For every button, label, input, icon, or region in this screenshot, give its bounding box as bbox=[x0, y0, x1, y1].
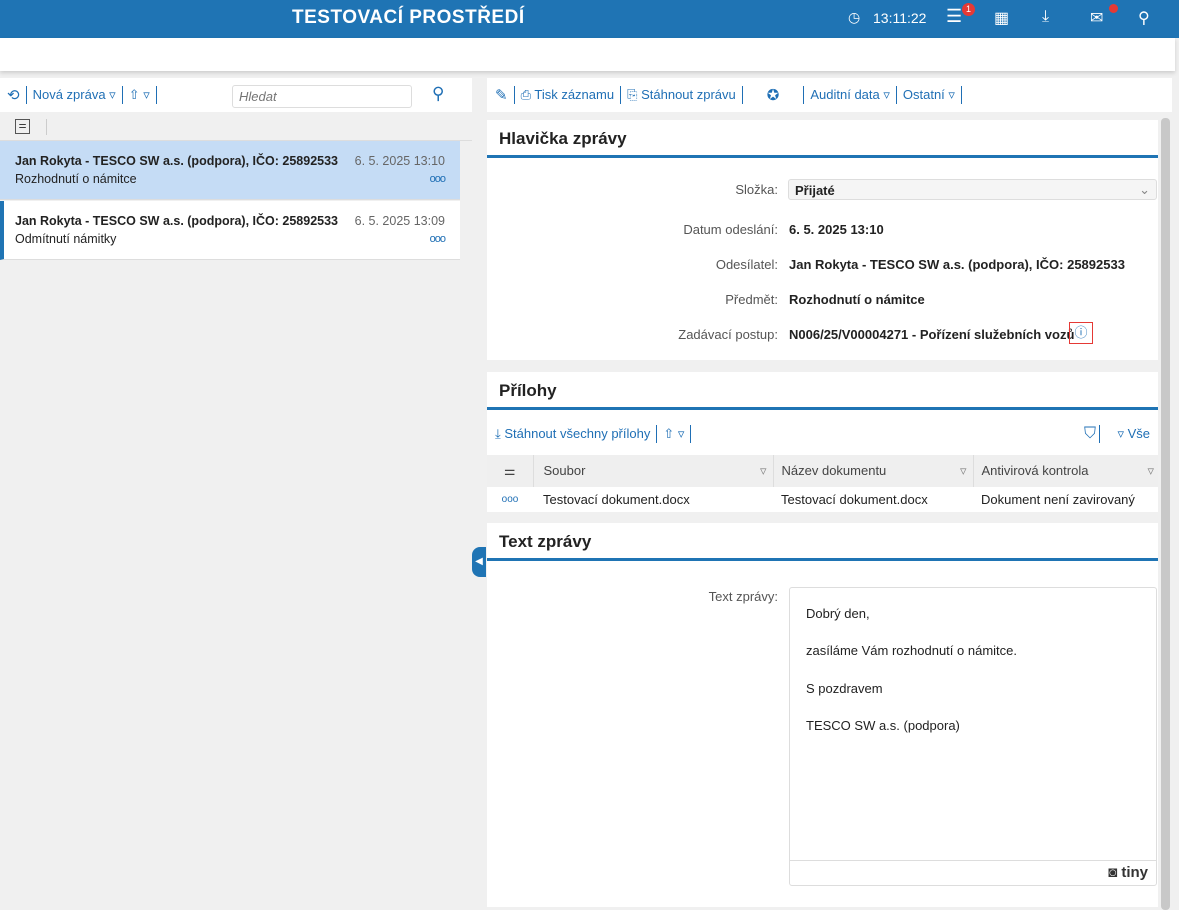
app-title: TESTOVACÍ PROSTŘEDÍ bbox=[292, 7, 525, 28]
scrollbar[interactable] bbox=[1161, 118, 1170, 910]
filter-icon[interactable]: ⛉ bbox=[1083, 425, 1096, 442]
clock-time: 13:11:22 bbox=[873, 10, 927, 26]
calendar-icon[interactable]: ▦ bbox=[994, 10, 1010, 27]
notification-badge: 1 bbox=[962, 3, 975, 16]
top-bar: TESTOVACÍ PROSTŘEDÍ ◷ 13:11:22 ☰ 1 ▦ ⤓ ✉… bbox=[0, 0, 1179, 38]
user-icon[interactable]: ⚲ bbox=[1138, 10, 1150, 27]
refresh-icon[interactable]: ⟲ bbox=[7, 87, 20, 104]
folder-select[interactable]: Přijaté ⌄ bbox=[788, 179, 1157, 200]
export-icon[interactable]: ⇧ ▿ bbox=[128, 87, 150, 102]
collapse-panel-handle[interactable]: ◀ bbox=[472, 547, 486, 577]
search-icon[interactable]: ⚲ bbox=[432, 84, 445, 103]
detail-toolbar: ✎ ⎙ Tisk záznamu ⎘ Stáhnout zprávu ✪ Aud… bbox=[487, 78, 1172, 112]
message-header-section: Hlavička zprávy Složka: Přijaté ⌄ Datum o… bbox=[487, 120, 1158, 360]
attachments-table: ⚌ Soubor ▿ Název dokumentu ▿ Antivirová ko… bbox=[487, 455, 1158, 512]
filter-all-dropdown[interactable]: ▿ Vše bbox=[1117, 426, 1150, 441]
export-icon[interactable]: ⇧ ▿ bbox=[663, 426, 685, 441]
list-filter-row: ⚌ bbox=[0, 112, 472, 141]
attachments-section: Přílohy ⤓ Stáhnout všechny přílohy ⇧ ▿ ⛉… bbox=[487, 372, 1158, 512]
clock-icon: ◷ bbox=[848, 9, 861, 25]
download-message-button[interactable]: ⎘ Stáhnout zprávu bbox=[627, 87, 736, 102]
mail-icon[interactable]: ✉ bbox=[1090, 10, 1104, 27]
list-item[interactable]: Jan Rokyta - TESCO SW a.s. (podpora), IČ… bbox=[0, 201, 460, 260]
message-date: 6. 5. 2025 13:09 bbox=[354, 214, 445, 228]
section-title: Přílohy bbox=[487, 372, 1158, 410]
section-title: Hlavička zprávy bbox=[487, 120, 1158, 158]
message-text-section: Text zprávy Text zprávy: Dobrý den, zasí… bbox=[487, 523, 1158, 907]
certificate-icon[interactable]: ✪ bbox=[766, 87, 780, 104]
sub-bar bbox=[0, 38, 1175, 71]
column-settings-icon[interactable]: ⚌ bbox=[487, 455, 534, 487]
other-button[interactable]: Ostatní ▿ bbox=[902, 87, 955, 102]
more-icon[interactable]: ooo bbox=[501, 494, 519, 505]
audit-data-button[interactable]: Auditní data ▿ bbox=[810, 87, 890, 102]
column-header[interactable]: Antivirová kontrola ▿ bbox=[981, 463, 1155, 478]
tiny-logo: ◙ tiny bbox=[1108, 864, 1148, 881]
more-icon[interactable]: ooo bbox=[429, 173, 446, 185]
info-icon[interactable]: ⓘ bbox=[1069, 322, 1093, 344]
list-item[interactable]: Jan Rokyta - TESCO SW a.s. (podpora), IČ… bbox=[0, 141, 460, 200]
message-subject: Odmítnutí námitky bbox=[15, 232, 117, 246]
download-icon[interactable]: ⤓ bbox=[1042, 8, 1050, 25]
menu-icon[interactable]: ☰ bbox=[946, 6, 963, 26]
mail-badge bbox=[1109, 4, 1118, 13]
column-settings-icon[interactable]: ⚌ bbox=[15, 119, 30, 134]
column-header[interactable]: Soubor ▿ bbox=[533, 455, 774, 487]
section-title: Text zprávy bbox=[487, 523, 1158, 561]
new-message-button[interactable]: Nová zpráva ▿ bbox=[32, 87, 116, 102]
message-text-editor[interactable]: Dobrý den, zasíláme Vám rozhodnutí o nám… bbox=[789, 587, 1157, 886]
download-all-button[interactable]: ⤓ Stáhnout všechny přílohy bbox=[495, 426, 651, 441]
message-date: 6. 5. 2025 13:10 bbox=[354, 154, 445, 168]
more-icon[interactable]: ooo bbox=[429, 233, 446, 245]
list-toolbar: ⟲ Nová zpráva ▿ ⇧ ▿ ⚲ bbox=[0, 78, 472, 112]
print-button[interactable]: ⎙ Tisk záznamu bbox=[520, 87, 615, 102]
search-input[interactable] bbox=[232, 85, 412, 108]
table-row[interactable]: ooo Testovací dokument.docx Testovací do… bbox=[487, 487, 1158, 512]
message-subject: Rozhodnutí o námitce bbox=[15, 172, 137, 186]
edit-icon[interactable]: ✎ bbox=[495, 87, 508, 104]
column-header[interactable]: Název dokumentu ▿ bbox=[773, 455, 974, 487]
